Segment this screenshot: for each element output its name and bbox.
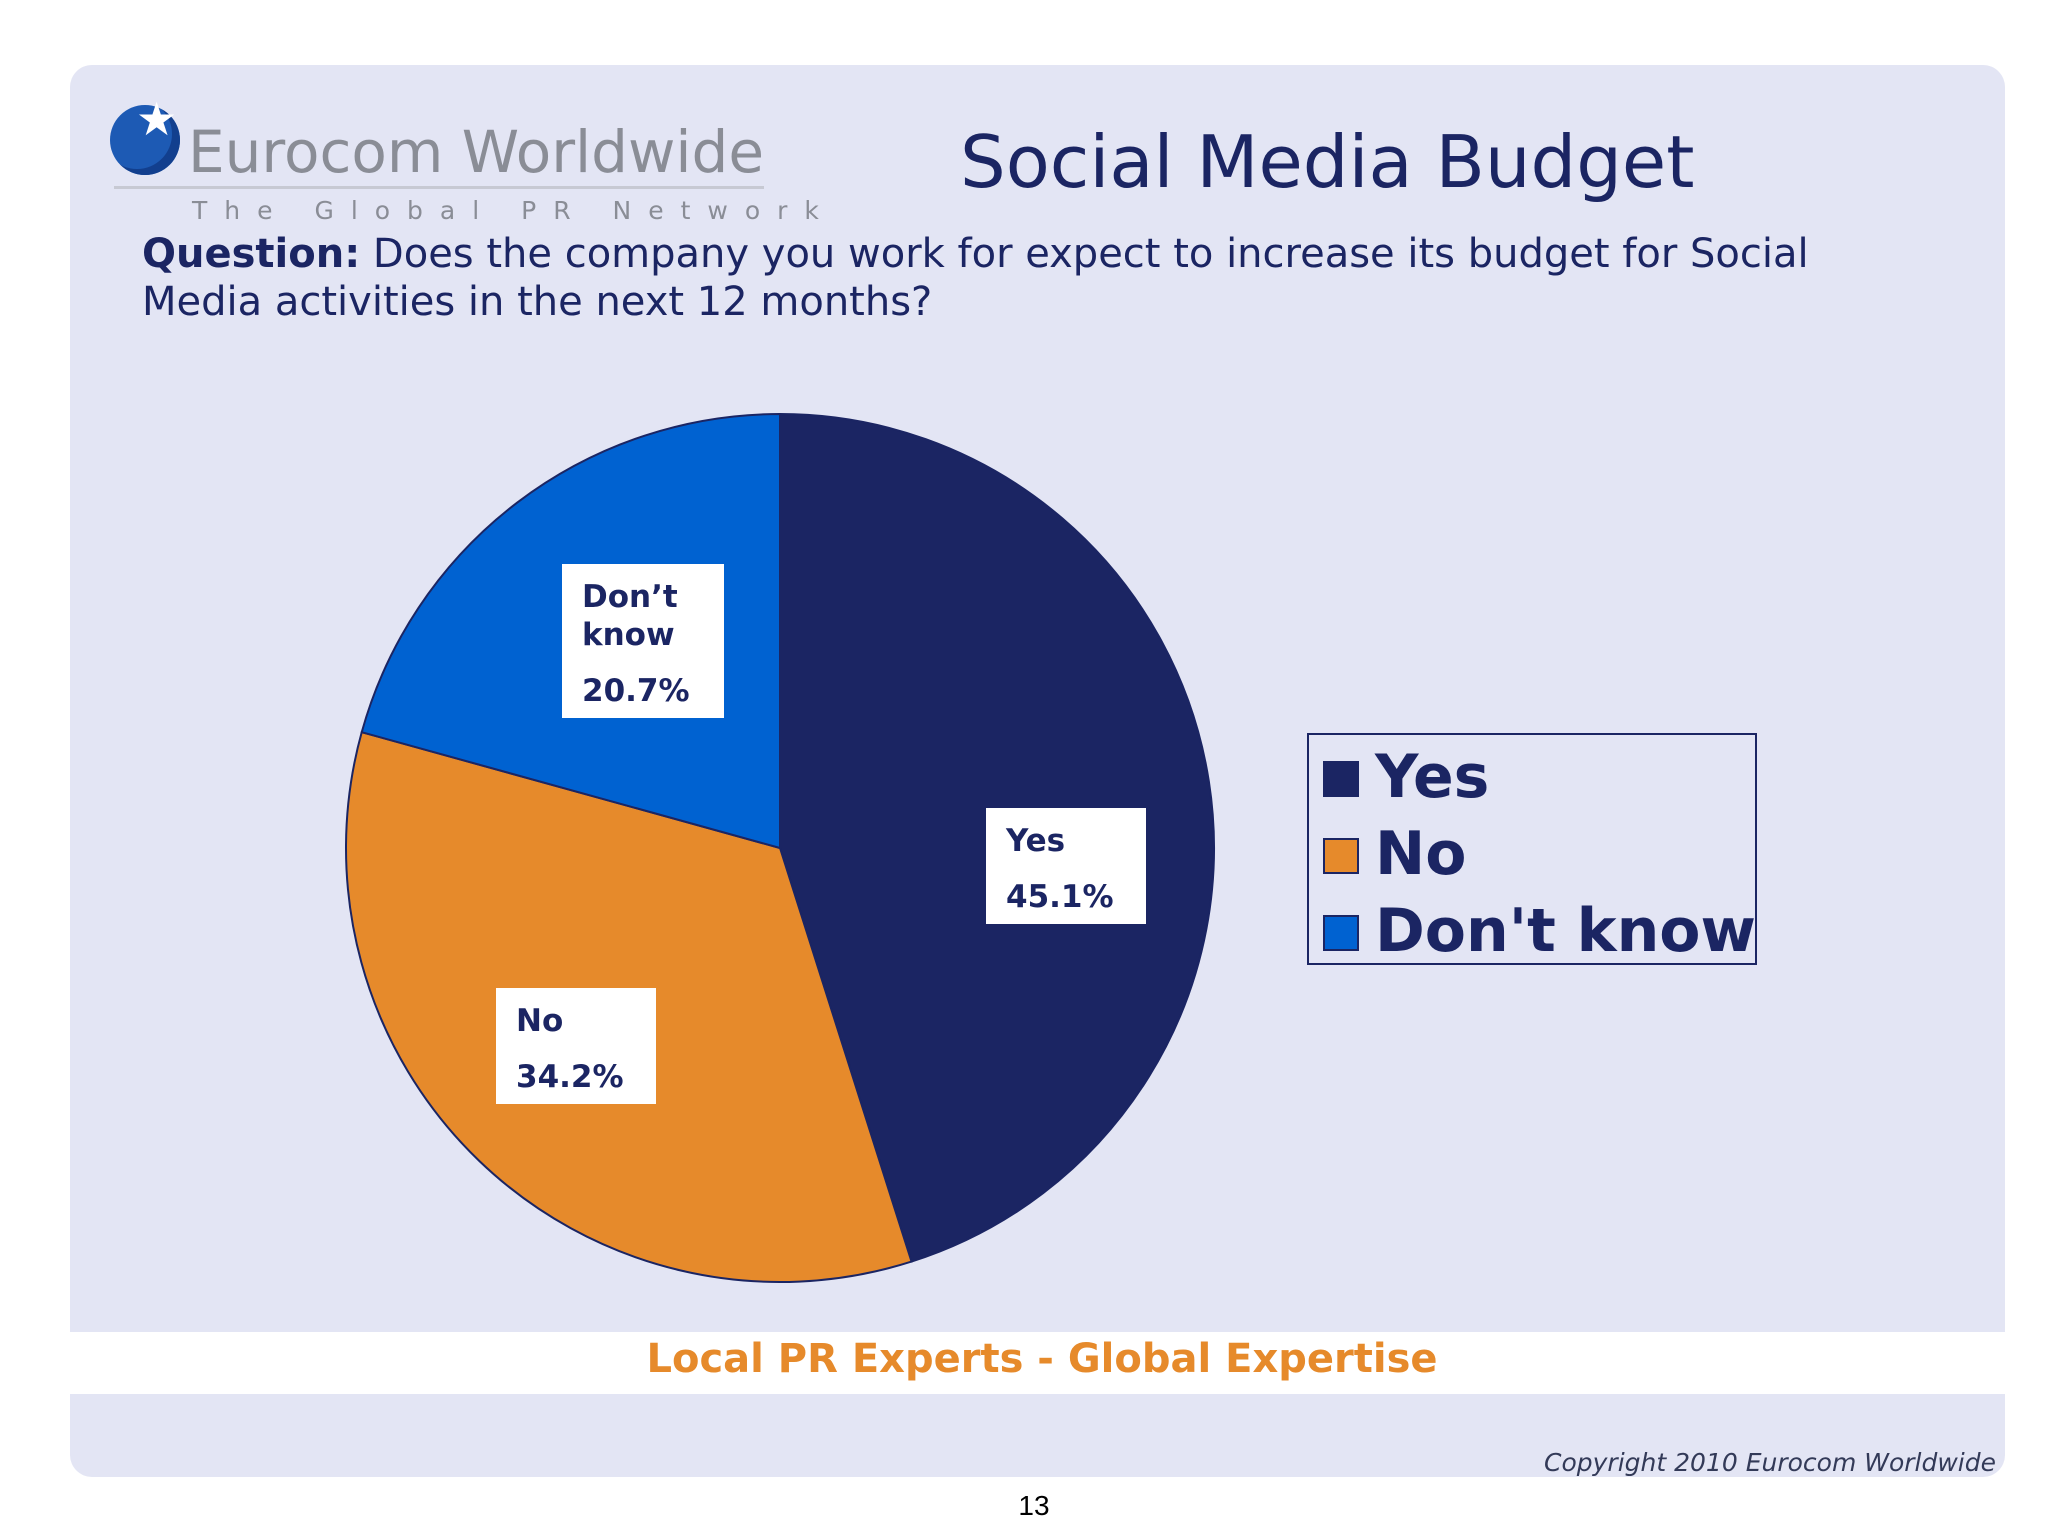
legend-label-dont-know: Don't know bbox=[1375, 896, 1756, 966]
logo-name: Eurocom Worldwide bbox=[188, 118, 765, 186]
page-title: Social Media Budget bbox=[960, 120, 1695, 204]
legend-swatch-no bbox=[1323, 838, 1359, 874]
data-label-dont-know: Don’t know 20.7% bbox=[562, 564, 724, 718]
footer-band bbox=[70, 1332, 2005, 1394]
data-label-no-name: No bbox=[516, 1003, 564, 1039]
data-label-yes: Yes 45.1% bbox=[986, 808, 1146, 924]
data-label-no-value: 34.2% bbox=[516, 1059, 624, 1095]
copyright-text: Copyright 2010 Eurocom Worldwide bbox=[1544, 1448, 1996, 1477]
question-label: Question: bbox=[142, 231, 361, 277]
legend-label-yes: Yes bbox=[1375, 742, 1490, 812]
data-label-yes-name: Yes bbox=[1006, 823, 1066, 859]
eurocom-logo: ★ Eurocom Worldwide The Global PR Networ… bbox=[110, 96, 819, 230]
data-label-no: No 34.2% bbox=[496, 988, 656, 1104]
chart-legend: Yes No Don't know bbox=[1307, 733, 1757, 966]
page-number: 13 bbox=[1018, 1490, 1050, 1521]
legend-swatch-dont-know bbox=[1323, 915, 1359, 951]
logo-tagline: The Global PR Network bbox=[192, 196, 836, 225]
globe-icon bbox=[110, 105, 180, 175]
legend-label-no: No bbox=[1375, 819, 1467, 889]
survey-question: Question: Does the company you work for … bbox=[142, 230, 1882, 326]
data-label-yes-value: 45.1% bbox=[1006, 879, 1114, 915]
question-text: Does the company you work for expect to … bbox=[142, 231, 1809, 325]
footer-slogan: Local PR Experts - Global Expertise bbox=[646, 1336, 1438, 1382]
data-label-dont-know-name: Don’t know bbox=[582, 579, 678, 653]
data-label-dont-know-value: 20.7% bbox=[582, 673, 690, 709]
logo-divider bbox=[114, 186, 764, 189]
legend-swatch-yes bbox=[1323, 761, 1359, 797]
star-icon: ★ bbox=[136, 92, 178, 146]
